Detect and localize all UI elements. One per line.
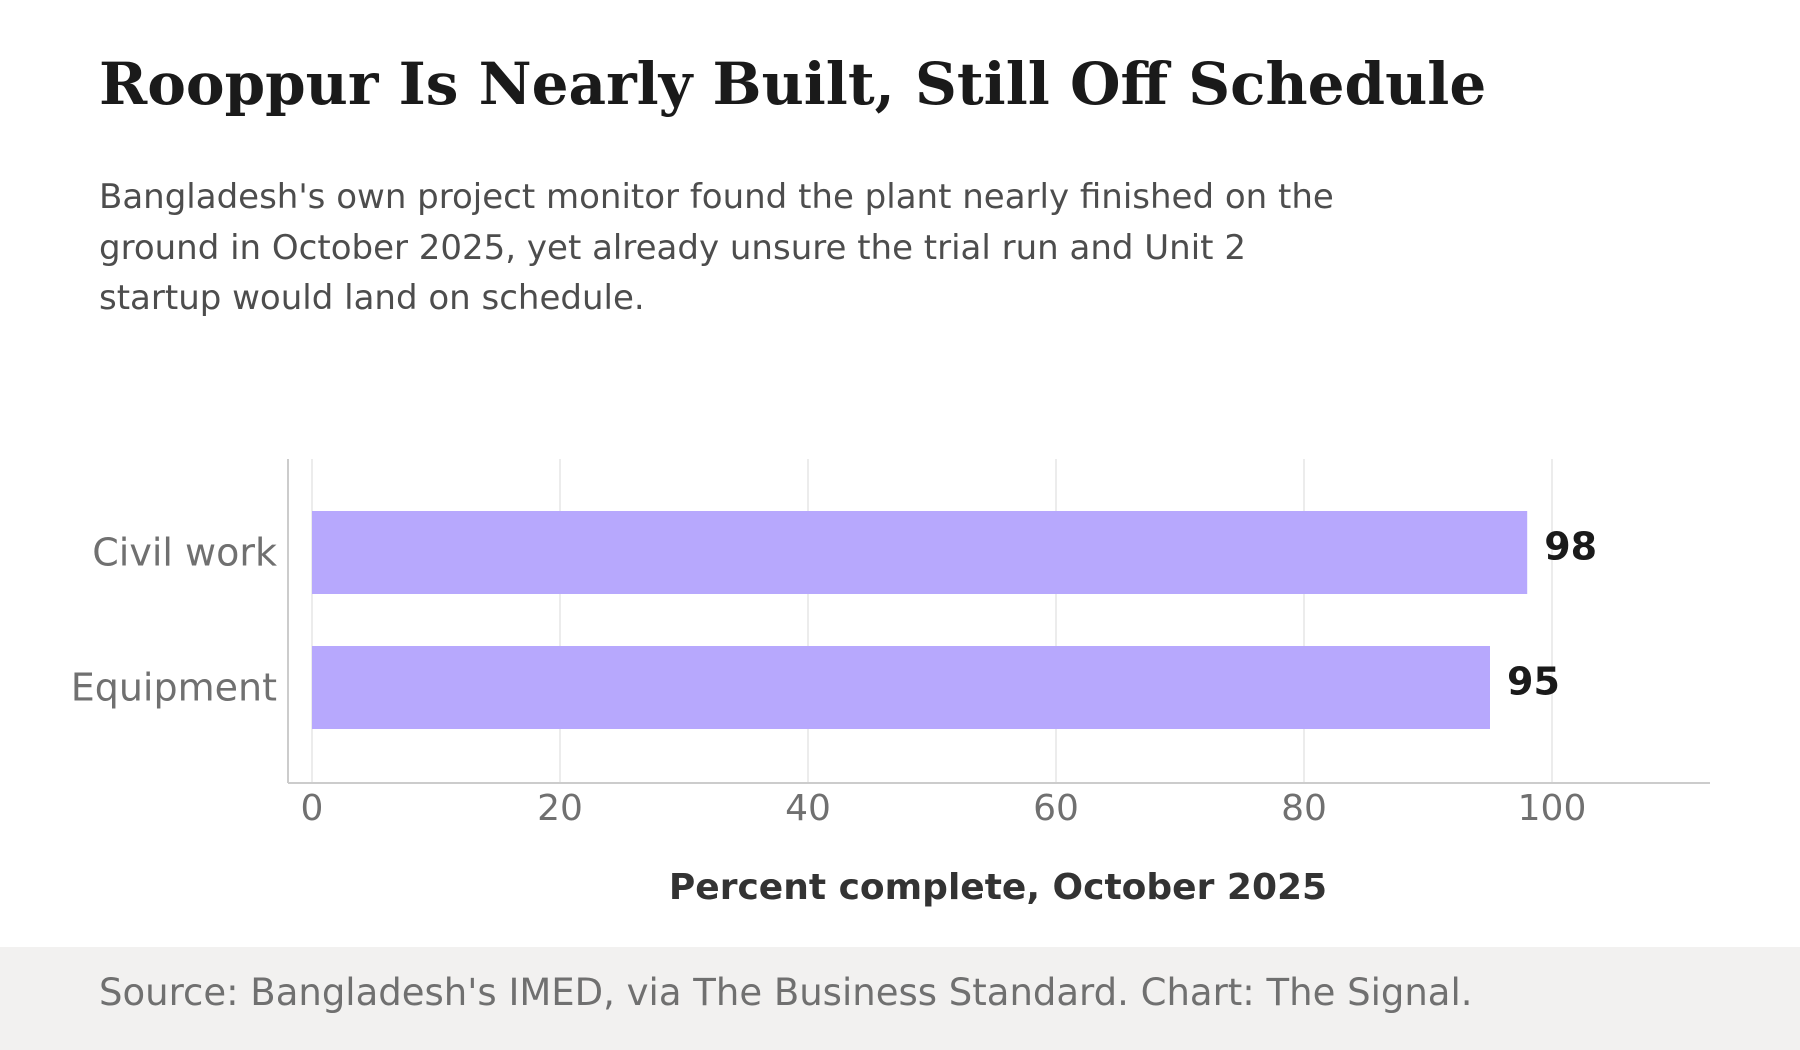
chart-title: Rooppur Is Nearly Built, Still Off Sched… xyxy=(99,50,1487,118)
bars xyxy=(312,511,1528,729)
bar-civil-work xyxy=(312,511,1528,594)
x-tick-label: 80 xyxy=(1281,788,1327,829)
axes xyxy=(287,459,1710,784)
footer-band xyxy=(0,947,1800,1050)
x-tick-label: 20 xyxy=(537,788,583,829)
labels: 0 20 40 60 80 100 Civil work 98 Equipment 95 xyxy=(71,525,1597,830)
grid-lines xyxy=(311,459,1553,783)
category-label: Equipment xyxy=(71,666,277,710)
x-tick-label: 40 xyxy=(785,788,831,829)
bar-equipment xyxy=(312,646,1490,729)
data-label: 95 xyxy=(1507,660,1560,704)
x-axis-title: Percent complete, October 2025 xyxy=(669,867,1327,908)
data-label: 98 xyxy=(1544,525,1597,569)
x-tick-label: 100 xyxy=(1518,788,1587,829)
source-note: Source: Bangladesh's IMED, via The Busin… xyxy=(99,971,1473,1014)
x-tick-label: 0 xyxy=(301,788,324,829)
chart-subtitle: Bangladesh's own project monitor found t… xyxy=(99,177,1334,318)
bar-chart: 0 20 40 60 80 100 Civil work 98 Equipment 95 Perc… xyxy=(71,459,1710,908)
category-label: Civil work xyxy=(92,531,277,575)
x-tick-label: 60 xyxy=(1033,788,1079,829)
